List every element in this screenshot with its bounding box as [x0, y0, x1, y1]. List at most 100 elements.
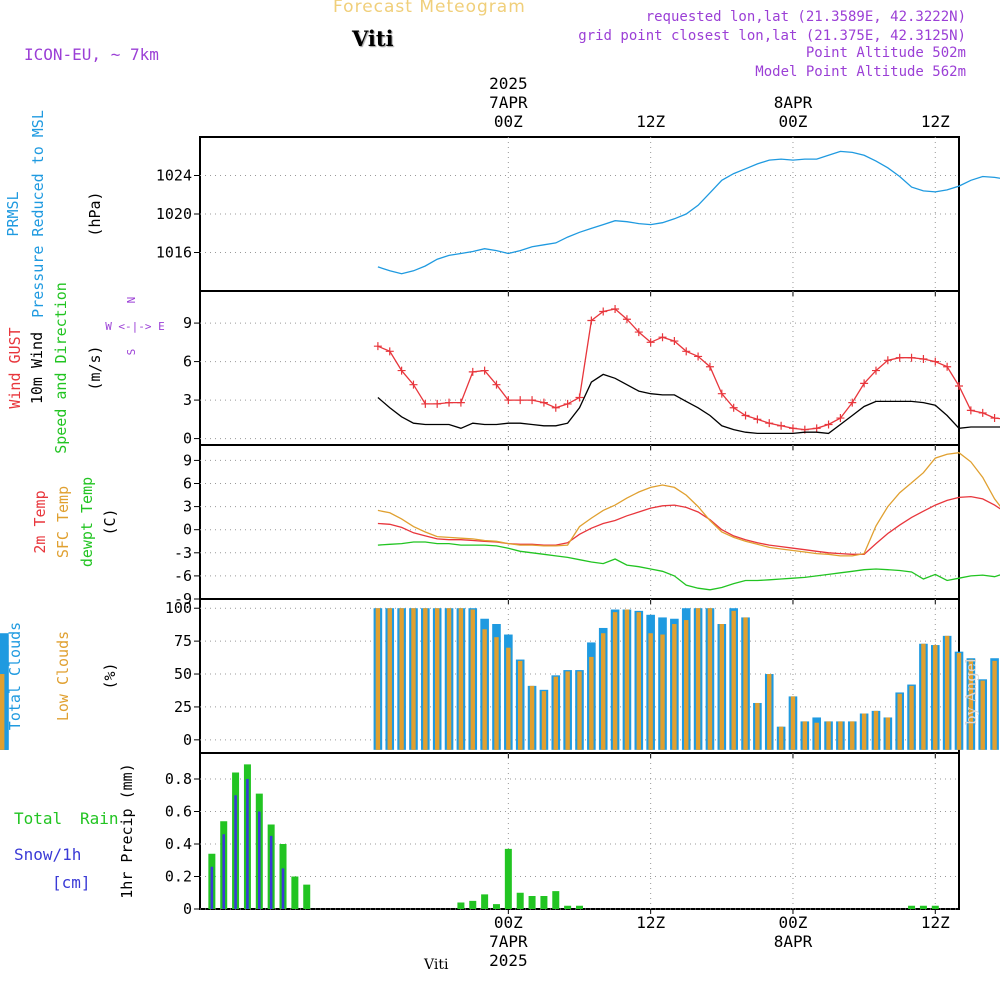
rain-bar	[540, 896, 548, 909]
cloud-low-bar	[423, 608, 428, 750]
y-tick-label: 0	[183, 521, 192, 539]
gust-marker	[765, 419, 774, 428]
y-tick-label: 0	[183, 731, 192, 749]
gust-marker	[966, 406, 975, 415]
y-tick-label: 0.6	[165, 803, 192, 821]
gust-marker	[468, 367, 477, 376]
cloud-low-bar	[695, 608, 701, 750]
cloud-low-bar	[565, 671, 570, 750]
gust-marker	[611, 304, 620, 313]
gust-marker	[480, 366, 489, 375]
gust-marker	[836, 414, 845, 423]
cloud-low-bar	[375, 608, 381, 750]
cloud-low-bar	[743, 617, 748, 750]
cloud-low-bar	[814, 722, 819, 750]
cloud-low-bar	[589, 656, 594, 750]
gust-marker	[895, 353, 904, 362]
gust-marker	[990, 414, 999, 423]
y-tick-label: 75	[174, 632, 192, 650]
cloud-low-bar	[387, 608, 392, 750]
cloud-low-bar	[411, 608, 416, 750]
gust-marker	[907, 353, 916, 362]
cloud-low-bar	[458, 608, 464, 750]
gust-marker	[860, 379, 869, 388]
axis-label: 10m Wind	[28, 332, 46, 404]
axis-label: SFC Temp	[54, 486, 72, 558]
cloud-low-bar	[684, 620, 689, 750]
requested-coords: requested lon,lat (21.3589E, 42.3222N)	[645, 9, 966, 25]
gust-marker	[788, 424, 797, 433]
y-tick-label: 0.4	[165, 835, 192, 853]
legend-rain: Rain	[80, 809, 119, 828]
gust-marker	[599, 307, 608, 316]
y-tick-label: 100	[165, 599, 192, 617]
rain-bar	[516, 892, 524, 909]
rain-bar	[492, 904, 500, 909]
cloud-low-bar	[0, 674, 5, 750]
gust-marker	[373, 342, 382, 351]
cloud-low-bar	[838, 721, 843, 750]
gust-marker	[492, 380, 501, 389]
cloud-low-bar	[601, 633, 606, 750]
axis-label: Wind GUST	[6, 327, 24, 408]
cloud-low-bar	[731, 610, 736, 750]
gust-marker	[658, 333, 667, 342]
y-tick-label: 0.2	[165, 868, 192, 886]
cloud-low-bar	[968, 659, 974, 750]
cloud-low-bar	[541, 691, 547, 750]
series-line	[377, 373, 1000, 435]
snow-bar	[257, 811, 261, 909]
gust-marker	[385, 347, 394, 356]
axis-label: Pressure Reduced to MSL	[29, 110, 47, 318]
panel-wind: 0 3 6 9 Wind GUST 10m Wind Speed and Direction…	[6, 282, 1000, 454]
cloud-low-bar	[790, 696, 796, 750]
y-tick-label: 3	[183, 391, 192, 409]
y-tick-label: 0	[183, 430, 192, 448]
rain-bar	[919, 905, 927, 909]
axis-label: Low Clouds	[54, 631, 72, 721]
cloud-low-bar	[980, 680, 985, 750]
gust-marker	[670, 337, 679, 346]
top-time-label: 00Z	[779, 112, 808, 131]
axis-label: (%)	[101, 662, 119, 689]
gust-marker	[777, 421, 786, 430]
axis-label: Speed and Direction	[52, 282, 70, 454]
gust-marker	[551, 403, 560, 412]
grid-point-coords: grid point closest lon,lat (21.375E, 42.…	[578, 28, 966, 44]
gust-marker	[634, 328, 643, 337]
top-time-label: 7APR	[489, 93, 528, 112]
cloud-low-bar	[826, 721, 831, 750]
panel-temperature: -9 -6 -3 0 3 6 9 2m Temp SFC Temp dewpt Temp (C)	[31, 444, 1000, 608]
cloud-low-bar	[529, 685, 535, 750]
cloud-low-bar	[897, 693, 902, 750]
y-tick-label: 6	[183, 353, 192, 371]
gust-marker	[563, 399, 572, 408]
cloud-low-bar	[861, 713, 867, 750]
gust-marker	[646, 338, 655, 347]
cloud-low-bar	[577, 671, 582, 750]
cloud-low-bar	[921, 643, 926, 750]
gust-marker	[812, 424, 821, 433]
cloud-low-bar	[885, 717, 891, 750]
gust-marker	[456, 398, 465, 407]
panel-pressure: 1016 1020 1024 PRMSL Pressure Reduced to MSL…	[4, 110, 1000, 318]
y-tick-label: 25	[174, 698, 192, 716]
rain-bar	[469, 900, 477, 909]
y-tick-label: 6	[183, 475, 192, 493]
cloud-low-bar	[434, 608, 440, 750]
gust-marker	[528, 396, 537, 405]
cloud-low-bar	[719, 624, 725, 750]
cloud-low-bar	[992, 660, 997, 750]
gust-marker	[848, 398, 857, 407]
rain-bar	[908, 905, 916, 909]
compass-south: S	[125, 349, 138, 356]
rain-bar	[457, 902, 465, 909]
y-tick-label: 1016	[156, 244, 192, 262]
cloud-low-bar	[909, 685, 914, 750]
compass-north: N	[125, 297, 138, 304]
cloud-low-bar	[755, 702, 760, 750]
compass-west-east: W <-|-> E	[105, 320, 165, 333]
rain-bar	[576, 905, 583, 909]
cloud-low-bar	[648, 633, 653, 750]
top-time-label: 2025	[489, 74, 528, 93]
